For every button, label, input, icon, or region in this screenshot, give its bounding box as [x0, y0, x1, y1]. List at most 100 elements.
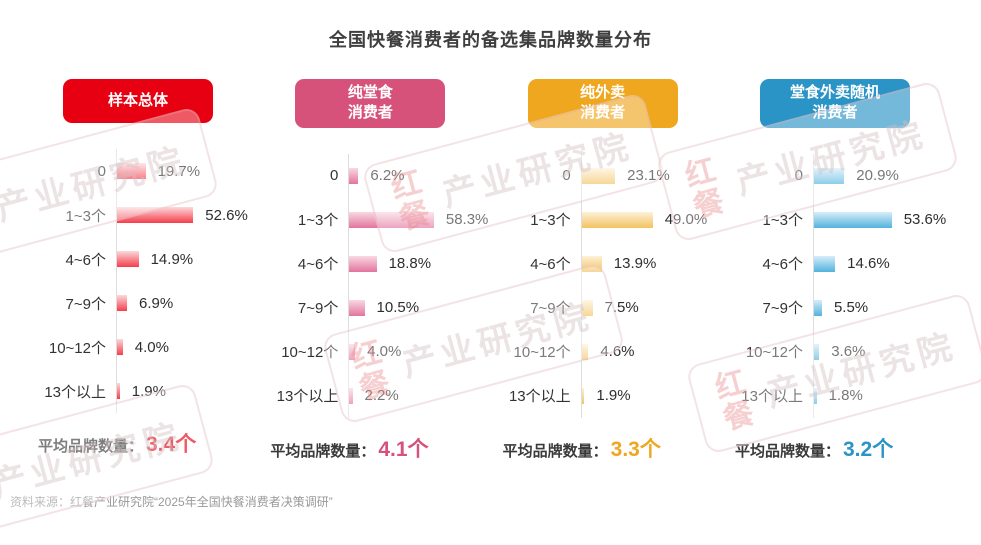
bar-row: 13个以上 2.2%: [260, 373, 480, 418]
category-label: 4~6个: [297, 256, 339, 273]
bar: [349, 343, 356, 360]
average-value: 4.1个: [378, 437, 429, 461]
bar-rows: 0 20.9% 1~3个 53.6% 4~6个 14.6% 7~9个 5.5% …: [725, 153, 947, 418]
bar-row: 0 23.1%: [493, 153, 713, 198]
average-value: 3.2个: [843, 437, 894, 461]
chart-column: 样本总体 0 19.7% 1~3个 52.6% 4~6个 14.9% 7~9个 …: [28, 79, 248, 463]
average-line: 平均品牌数量： 3.2个: [725, 433, 945, 463]
bar: [813, 343, 820, 360]
bar-area: 1.9%: [116, 369, 248, 413]
chart-column: 纯外卖 消费者 0 23.1% 1~3个 49.0% 4~6个 13.9% 7~9…: [493, 79, 713, 463]
group-header-line: 消费者: [812, 104, 858, 122]
bar-area: 1.8%: [812, 373, 945, 418]
bar: [117, 383, 120, 399]
category-label: 7~9个: [762, 300, 803, 317]
bar: [813, 167, 845, 184]
bar: [117, 295, 127, 311]
bar: [813, 299, 822, 316]
bar: [813, 211, 892, 228]
category-label: 0: [97, 162, 106, 180]
average-line: 平均品牌数量： 3.3个: [493, 433, 713, 463]
average-value: 3.4个: [146, 433, 197, 456]
category-label: 1~3个: [297, 212, 339, 229]
bar-row: 0 20.9%: [725, 153, 945, 198]
bar: [117, 339, 123, 355]
page-title: 全国快餐消费者的备选集品牌数量分布: [329, 30, 652, 50]
average-line: 平均品牌数量： 4.1个: [260, 433, 480, 463]
bar-row: 7~9个 5.5%: [725, 285, 945, 330]
group-header-line: 样本总体: [107, 91, 168, 109]
bar-row: 4~6个 18.8%: [260, 241, 480, 286]
group-header-line: 纯堂食: [347, 84, 393, 101]
average-label: 平均品牌数量：: [38, 438, 144, 455]
category-label: 7~9个: [530, 300, 571, 317]
bar-area: 5.5%: [812, 285, 945, 330]
group-header: 样本总体: [63, 79, 213, 123]
value-label: 1.8%: [828, 387, 863, 404]
bar-row: 7~9个 10.5%: [260, 285, 480, 330]
bar-row: 10~12个 4.6%: [493, 329, 713, 374]
bar: [349, 167, 359, 184]
group-header: 堂食外卖随机 消费者: [759, 79, 910, 128]
bar: [581, 211, 653, 228]
value-label: 14.6%: [847, 255, 890, 272]
bar-row: 13个以上 1.8%: [725, 373, 945, 418]
bar-row: 13个以上 1.9%: [493, 373, 713, 418]
category-label: 1~3个: [530, 212, 571, 229]
value-label: 53.6%: [903, 211, 947, 228]
bar-row: 7~9个 7.5%: [493, 285, 713, 330]
average-value: 3.3个: [610, 437, 661, 461]
bar-area: 18.8%: [348, 241, 480, 286]
bar: [813, 387, 817, 404]
category-label: 10~12个: [281, 344, 339, 361]
category-label: 10~12个: [745, 344, 803, 361]
bar-area: 13.9%: [580, 241, 713, 286]
bar: [581, 343, 589, 360]
category-label: 4~6个: [762, 256, 803, 273]
bar-row: 10~12个 4.0%: [28, 325, 248, 369]
bar-row: 1~3个 49.0%: [493, 197, 713, 242]
average-label: 平均品牌数量：: [734, 442, 840, 460]
chart-column: 纯堂食 消费者 0 6.2% 1~3个 58.3% 4~6个 18.8% 7~9个…: [260, 79, 488, 463]
value-label: 23.1%: [627, 167, 670, 184]
value-label: 14.9%: [150, 250, 194, 268]
bar: [349, 387, 353, 404]
bar: [581, 299, 593, 316]
average-line: 平均品牌数量： 3.4个: [28, 428, 248, 458]
bar: [117, 207, 194, 223]
average-label: 平均品牌数量：: [270, 442, 376, 460]
value-label: 1.9%: [131, 382, 166, 400]
bar-area: 6.2%: [348, 153, 480, 198]
category-label: 13个以上: [508, 388, 571, 405]
bar-row: 4~6个 14.9%: [28, 237, 248, 281]
bar-row: 4~6个 14.6%: [725, 241, 945, 286]
bar-row: 10~12个 3.6%: [725, 329, 945, 374]
category-label: 0: [329, 167, 339, 184]
value-label: 1.9%: [596, 387, 631, 404]
bar-row: 1~3个 53.6%: [725, 197, 947, 242]
bar-row: 1~3个 58.3%: [260, 197, 488, 242]
bar-row: 10~12个 4.0%: [260, 329, 480, 374]
bar: [117, 251, 139, 267]
bar-row: 4~6个 13.9%: [493, 241, 713, 286]
value-label: 18.8%: [388, 255, 432, 272]
bar-area: 10.5%: [348, 285, 480, 330]
average-label: 平均品牌数量：: [502, 442, 608, 460]
group-header: 纯外卖 消费者: [527, 79, 678, 128]
bar-area: 4.0%: [348, 329, 480, 374]
category-label: 4~6个: [530, 256, 571, 273]
source-note: 资料来源：红餐产业研究院“2025年全国快餐消费者决策调研”: [10, 495, 333, 509]
value-label: 10.5%: [376, 299, 420, 316]
bar: [813, 255, 836, 272]
bar-area: 14.6%: [812, 241, 945, 286]
bar: [349, 255, 377, 272]
bar-rows: 0 19.7% 1~3个 52.6% 4~6个 14.9% 7~9个 6.9% …: [28, 149, 248, 413]
bar: [349, 211, 434, 228]
chart-columns: 样本总体 0 19.7% 1~3个 52.6% 4~6个 14.9% 7~9个 …: [0, 79, 981, 463]
value-label: 4.0%: [134, 338, 169, 356]
bar-row: 0 19.7%: [28, 149, 248, 193]
bar: [581, 255, 602, 272]
value-label: 6.2%: [370, 167, 405, 184]
category-label: 1~3个: [762, 212, 803, 229]
bar-area: 53.6%: [812, 197, 947, 242]
